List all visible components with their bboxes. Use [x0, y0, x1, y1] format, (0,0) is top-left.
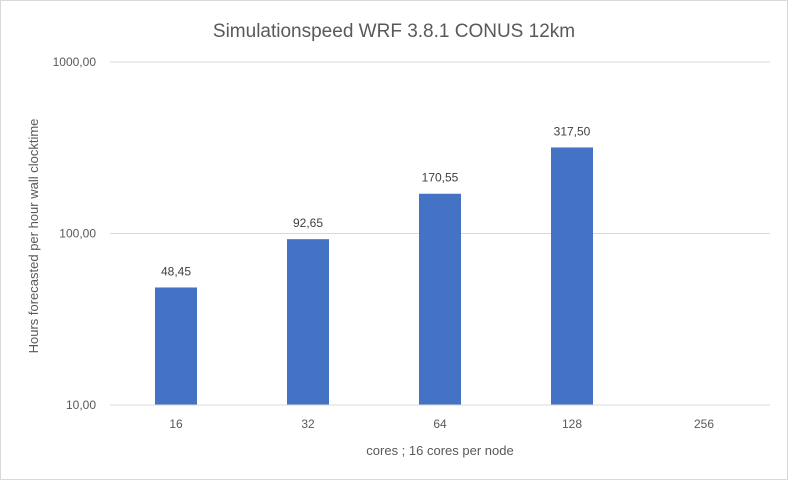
- x-tick-label: 64: [433, 417, 447, 431]
- x-tick-label: 128: [562, 417, 582, 431]
- bar: [287, 239, 329, 405]
- y-axis-title: Hours forecasted per hour wall clocktime: [26, 119, 41, 354]
- data-label: 317,50: [554, 124, 591, 138]
- x-tick-label: 16: [169, 417, 183, 431]
- x-tick-label: 32: [301, 417, 315, 431]
- bars: [155, 147, 593, 406]
- x-axis-ticks: 16 32 64 128 256: [169, 417, 714, 431]
- data-label: 170,55: [422, 171, 459, 185]
- bar: [551, 147, 593, 406]
- bar: [419, 193, 461, 405]
- data-label: 92,65: [293, 216, 323, 230]
- x-tick-label: 256: [694, 417, 714, 431]
- bar: [155, 287, 197, 405]
- data-labels: 48,45 92,65 170,55 317,50: [161, 124, 591, 278]
- y-tick-label: 1000,00: [53, 55, 97, 69]
- data-label: 48,45: [161, 264, 191, 278]
- y-axis-ticks: 10,00 100,00 1000,00: [53, 55, 97, 412]
- chart-title: Simulationspeed WRF 3.8.1 CONUS 12km: [213, 21, 575, 42]
- x-axis-title: cores ; 16 cores per node: [366, 443, 513, 458]
- y-tick-label: 10,00: [66, 398, 96, 412]
- y-tick-label: 100,00: [59, 227, 96, 241]
